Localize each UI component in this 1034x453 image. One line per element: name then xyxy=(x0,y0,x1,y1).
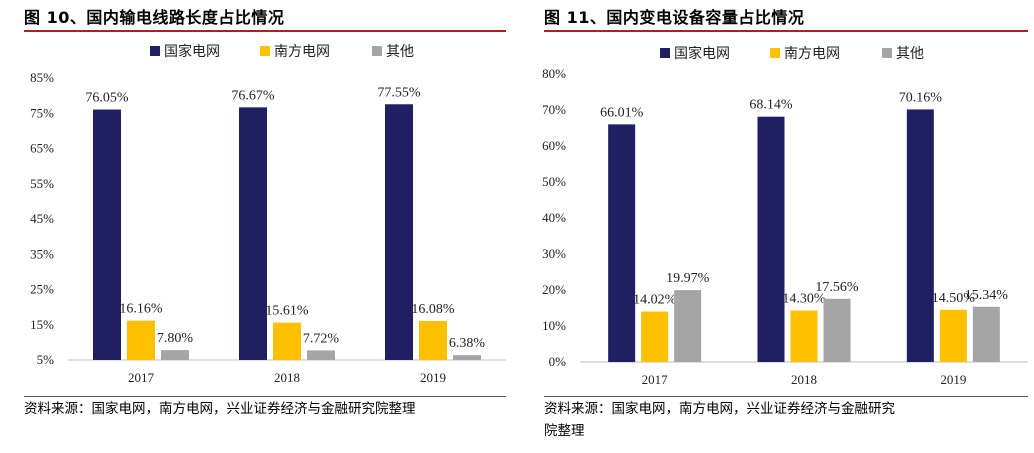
right-source-line-1: 资料来源：国家电网，南方电网，兴业证券经济与金融研究 xyxy=(544,401,895,417)
right-source-rule xyxy=(544,396,1028,397)
right-data-label-2017-series-1: 66.01% xyxy=(600,105,644,120)
right-bar-2017-series-3 xyxy=(674,290,702,362)
right-x-tick-label-2019: 2019 xyxy=(940,372,966,387)
left-figure-title: 图 10、国内输电线路长度占比情况 xyxy=(24,8,285,27)
right-y-tick-label: 30% xyxy=(542,246,566,261)
left-legend: 国家电网 南方电网 其他 xyxy=(150,43,414,60)
right-bar-2019-series-1 xyxy=(906,109,934,362)
right-source-note: 资料来源：国家电网，南方电网，兴业证券经济与金融研究 院整理 xyxy=(544,398,895,442)
left-data-label-2017-series-3: 7.80% xyxy=(157,331,194,346)
left-data-label-2018-series-3: 7.72% xyxy=(303,331,340,346)
right-data-label-2019-series-2: 14.50% xyxy=(932,291,976,306)
right-bar-2017-series-1 xyxy=(608,124,636,362)
right-figure-title: 图 11、国内变电设备容量占比情况 xyxy=(544,8,805,27)
right-bar-2018-series-3 xyxy=(823,298,851,362)
right-y-tick-label: 60% xyxy=(542,138,566,153)
right-x-tick-label-2018: 2018 xyxy=(791,372,817,387)
right-legend-swatch-1 xyxy=(660,48,670,58)
left-y-tick-label: 75% xyxy=(30,105,54,120)
left-bar-2017-series-2 xyxy=(127,320,155,360)
left-source-note: 资料来源：国家电网，南方电网，兴业证券经济与金融研究院整理 xyxy=(24,401,416,417)
left-y-tick-label: 55% xyxy=(30,176,54,191)
right-data-label-2018-series-2: 14.30% xyxy=(782,292,826,307)
left-bar-2017-series-1 xyxy=(93,109,121,360)
right-source-line-2: 院整理 xyxy=(544,423,585,439)
right-legend-swatch-2 xyxy=(770,48,780,58)
right-title-rule xyxy=(544,30,1028,32)
left-bar-chart: 国家电网 南方电网 其他 5% 15% 25% 35% 45% 55% 65% 75% 85% 76.0… xyxy=(30,43,506,385)
left-x-tick-label-2017: 2017 xyxy=(128,370,155,385)
right-bar-2017-series-2 xyxy=(641,311,669,362)
right-data-label-2018-series-1: 68.14% xyxy=(749,98,793,113)
left-y-tick-label: 5% xyxy=(37,352,55,367)
left-data-label-2018-series-1: 76.67% xyxy=(231,88,275,103)
right-data-label-2017-series-3: 19.97% xyxy=(666,271,710,286)
left-data-label-2017-series-2: 16.16% xyxy=(119,302,163,317)
left-bar-2019-series-1 xyxy=(385,104,413,360)
right-bar-2018-series-1 xyxy=(757,116,785,362)
right-bar-chart: 国家电网 南方电网 其他 0% 10% 20% 30% 40% 50% 60% 70% 80% 66.0… xyxy=(542,45,1028,387)
left-y-tick-label: 45% xyxy=(30,211,54,226)
left-x-tick-label-2019: 2019 xyxy=(420,370,446,385)
right-legend-swatch-3 xyxy=(882,48,892,58)
left-legend-label-1: 国家电网 xyxy=(164,43,220,60)
right-x-tick-label-2017: 2017 xyxy=(642,372,669,387)
right-bar-2019-series-2 xyxy=(939,309,967,362)
left-y-tick-label: 25% xyxy=(30,282,54,297)
left-title-rule xyxy=(24,30,506,32)
left-data-label-2019-series-2: 16.08% xyxy=(411,302,455,317)
right-y-tick-label: 10% xyxy=(542,318,566,333)
left-legend-swatch-1 xyxy=(150,46,160,56)
left-legend-label-3: 其他 xyxy=(386,44,414,60)
right-y-tick-label: 0% xyxy=(549,354,567,369)
left-legend-swatch-3 xyxy=(372,46,382,56)
left-source-rule xyxy=(24,396,506,397)
left-bar-2017-series-3 xyxy=(161,350,189,360)
left-bar-2018-series-3 xyxy=(307,350,335,360)
left-data-label-2017-series-1: 76.05% xyxy=(85,91,129,106)
left-legend-swatch-2 xyxy=(260,46,270,56)
right-y-tick-label: 50% xyxy=(542,174,566,189)
right-data-label-2018-series-3: 17.56% xyxy=(815,280,859,295)
left-y-tick-label: 85% xyxy=(30,70,54,85)
right-y-tick-label: 20% xyxy=(542,282,566,297)
right-y-tick-label: 70% xyxy=(542,102,566,117)
left-figure-panel: 图 10、国内输电线路长度占比情况 国家电网 南方电网 其他 5% 15% 25% 35% 4… xyxy=(0,0,512,453)
right-data-label-2019-series-1: 70.16% xyxy=(899,90,943,105)
right-data-label-2019-series-3: 15.34% xyxy=(965,288,1009,303)
right-y-tick-label: 40% xyxy=(542,210,566,225)
left-bar-2019-series-2 xyxy=(419,320,447,360)
right-legend-label-2: 南方电网 xyxy=(784,46,840,62)
left-data-label-2019-series-1: 77.55% xyxy=(377,85,421,100)
right-y-tick-label: 80% xyxy=(542,66,566,81)
right-figure-panel: 图 11、国内变电设备容量占比情况 国家电网 南方电网 其他 0% 10% 20% 30% 4… xyxy=(520,0,1034,453)
right-legend-label-1: 国家电网 xyxy=(674,45,730,62)
left-bar-2019-series-3 xyxy=(453,355,481,360)
left-y-tick-label: 15% xyxy=(30,317,54,332)
left-bar-2018-series-2 xyxy=(273,322,301,360)
right-data-label-2017-series-2: 14.02% xyxy=(633,293,677,308)
left-y-tick-label: 65% xyxy=(30,141,54,156)
left-bar-2018-series-1 xyxy=(239,107,267,360)
left-legend-label-2: 南方电网 xyxy=(274,44,330,60)
left-y-tick-label: 35% xyxy=(30,246,54,261)
left-data-label-2019-series-3: 6.38% xyxy=(449,336,486,351)
left-x-tick-label-2018: 2018 xyxy=(274,370,300,385)
right-legend: 国家电网 南方电网 其他 xyxy=(660,45,924,62)
right-bar-2018-series-2 xyxy=(790,310,818,362)
right-legend-label-3: 其他 xyxy=(896,46,924,62)
left-data-label-2018-series-2: 15.61% xyxy=(265,304,309,319)
right-bar-2019-series-3 xyxy=(972,306,1000,362)
